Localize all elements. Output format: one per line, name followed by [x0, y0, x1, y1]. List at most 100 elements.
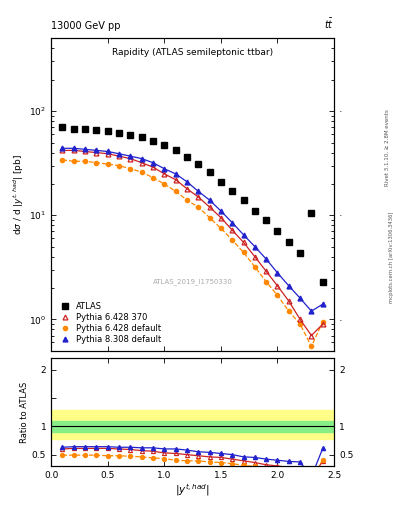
Pythia 6.428 default: [151, 175, 155, 181]
Pythia 6.428 default: [286, 308, 291, 314]
ATLAS: [252, 208, 257, 214]
Pythia 6.428 default: [230, 237, 235, 243]
Pythia 6.428 370: [60, 147, 65, 154]
ATLAS: [286, 239, 291, 245]
ATLAS: [128, 132, 133, 138]
Pythia 6.428 default: [185, 197, 189, 203]
Pythia 8.308 default: [320, 301, 325, 307]
Pythia 8.308 default: [196, 188, 200, 195]
ATLAS: [185, 154, 189, 160]
Pythia 6.428 default: [298, 321, 303, 327]
Pythia 6.428 370: [275, 283, 280, 289]
X-axis label: $|y^{t,had}|$: $|y^{t,had}|$: [175, 482, 210, 498]
Pythia 6.428 370: [241, 239, 246, 245]
Pythia 6.428 default: [60, 157, 65, 163]
Pythia 8.308 default: [117, 151, 121, 157]
Pythia 6.428 370: [105, 151, 110, 157]
Pythia 6.428 default: [162, 181, 167, 187]
Pythia 6.428 default: [264, 279, 268, 285]
Text: 13000 GeV pp: 13000 GeV pp: [51, 20, 121, 31]
Pythia 6.428 default: [219, 225, 223, 231]
Line: ATLAS: ATLAS: [60, 124, 325, 284]
Pythia 6.428 default: [275, 292, 280, 298]
Pythia 6.428 370: [298, 316, 303, 323]
ATLAS: [309, 210, 314, 216]
Pythia 6.428 370: [320, 321, 325, 327]
ATLAS: [219, 179, 223, 185]
ATLAS: [94, 127, 99, 133]
Pythia 8.308 default: [83, 146, 87, 153]
Pythia 6.428 370: [286, 298, 291, 304]
Legend: ATLAS, Pythia 6.428 370, Pythia 6.428 default, Pythia 8.308 default: ATLAS, Pythia 6.428 370, Pythia 6.428 de…: [55, 300, 164, 347]
Pythia 6.428 370: [207, 204, 212, 210]
ATLAS: [264, 217, 268, 223]
Pythia 6.428 370: [219, 215, 223, 221]
Pythia 6.428 370: [83, 148, 87, 155]
Pythia 6.428 default: [241, 249, 246, 255]
ATLAS: [151, 138, 155, 144]
Pythia 8.308 default: [275, 270, 280, 276]
Pythia 8.308 default: [298, 295, 303, 301]
Pythia 6.428 default: [252, 264, 257, 270]
Text: ATLAS_2019_I1750330: ATLAS_2019_I1750330: [152, 279, 233, 285]
Pythia 8.308 default: [151, 160, 155, 166]
Bar: [51, 411, 334, 439]
Pythia 6.428 default: [207, 215, 212, 221]
Pythia 8.308 default: [173, 171, 178, 177]
Pythia 6.428 370: [264, 268, 268, 274]
ATLAS: [320, 279, 325, 285]
Pythia 8.308 default: [94, 147, 99, 154]
Pythia 8.308 default: [241, 231, 246, 238]
Pythia 8.308 default: [139, 156, 144, 162]
Pythia 8.308 default: [60, 145, 65, 152]
Text: mcplots.cern.ch [arXiv:1306.3436]: mcplots.cern.ch [arXiv:1306.3436]: [389, 211, 393, 303]
Line: Pythia 6.428 default: Pythia 6.428 default: [60, 158, 325, 349]
Pythia 6.428 370: [151, 164, 155, 170]
Pythia 6.428 370: [117, 153, 121, 159]
Pythia 6.428 default: [309, 344, 314, 350]
Pythia 6.428 default: [196, 204, 200, 210]
Pythia 8.308 default: [162, 166, 167, 172]
Pythia 6.428 default: [320, 318, 325, 325]
Line: Pythia 8.308 default: Pythia 8.308 default: [60, 146, 325, 313]
Pythia 8.308 default: [105, 148, 110, 155]
Text: $t\bar{t}$: $t\bar{t}$: [324, 17, 334, 31]
Pythia 6.428 370: [139, 160, 144, 166]
ATLAS: [139, 134, 144, 140]
Pythia 8.308 default: [230, 220, 235, 226]
Pythia 6.428 default: [105, 161, 110, 167]
Y-axis label: Ratio to ATLAS: Ratio to ATLAS: [20, 381, 29, 443]
ATLAS: [230, 188, 235, 195]
Y-axis label: d$\sigma$ / d |$y^{t,had}$| [pb]: d$\sigma$ / d |$y^{t,had}$| [pb]: [12, 154, 26, 235]
Pythia 6.428 default: [128, 166, 133, 172]
Pythia 8.308 default: [309, 308, 314, 314]
Pythia 8.308 default: [252, 244, 257, 250]
Pythia 6.428 370: [309, 332, 314, 338]
ATLAS: [83, 126, 87, 132]
ATLAS: [162, 142, 167, 148]
Pythia 8.308 default: [72, 145, 76, 152]
Pythia 6.428 370: [230, 227, 235, 233]
Pythia 6.428 default: [72, 158, 76, 164]
ATLAS: [241, 197, 246, 203]
Pythia 6.428 370: [72, 147, 76, 154]
ATLAS: [207, 169, 212, 175]
Line: Pythia 6.428 370: Pythia 6.428 370: [60, 148, 325, 338]
Bar: [51, 421, 334, 432]
Pythia 6.428 default: [83, 158, 87, 164]
Pythia 6.428 370: [128, 156, 133, 162]
Pythia 6.428 370: [196, 194, 200, 200]
Pythia 6.428 default: [94, 160, 99, 166]
Pythia 6.428 default: [117, 162, 121, 168]
Pythia 8.308 default: [128, 153, 133, 159]
ATLAS: [173, 147, 178, 154]
Pythia 8.308 default: [264, 256, 268, 262]
Pythia 8.308 default: [286, 283, 291, 289]
ATLAS: [196, 161, 200, 167]
Pythia 6.428 370: [185, 186, 189, 192]
Pythia 6.428 370: [94, 150, 99, 156]
Pythia 6.428 370: [252, 253, 257, 260]
ATLAS: [275, 228, 280, 234]
Pythia 6.428 default: [139, 169, 144, 175]
ATLAS: [298, 250, 303, 257]
